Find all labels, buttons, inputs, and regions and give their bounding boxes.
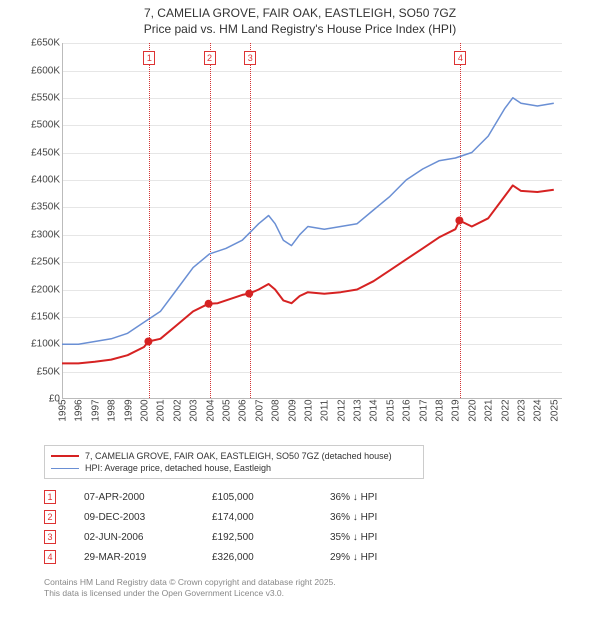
x-tick-label: 2007 <box>254 400 265 422</box>
y-tick-label: £550K <box>14 92 60 103</box>
x-tick-label: 2017 <box>418 400 429 422</box>
x-tick-label: 2000 <box>139 400 150 422</box>
x-tick-label: 2012 <box>336 400 347 422</box>
y-tick-label: £400K <box>14 175 60 186</box>
y-tick-label: £300K <box>14 229 60 240</box>
event-row: 3 02-JUN-2006 £192,500 35% ↓ HPI <box>44 527 544 547</box>
x-tick-label: 2008 <box>271 400 282 422</box>
x-tick-label: 2025 <box>549 400 560 422</box>
x-tick-label: 2002 <box>172 400 183 422</box>
x-tick-label: 2009 <box>287 400 298 422</box>
legend-item: HPI: Average price, detached house, East… <box>51 462 417 474</box>
x-tick-label: 2015 <box>385 400 396 422</box>
event-date: 29-MAR-2019 <box>84 552 184 563</box>
x-tick-label: 2011 <box>320 400 331 422</box>
x-tick-label: 2003 <box>189 400 200 422</box>
x-tick-label: 2021 <box>484 400 495 422</box>
x-tick-label: 2016 <box>402 400 413 422</box>
event-row: 2 09-DEC-2003 £174,000 36% ↓ HPI <box>44 507 544 527</box>
x-tick-label: 1999 <box>123 400 134 422</box>
x-tick-label: 2020 <box>467 400 478 422</box>
x-tick-label: 2001 <box>156 400 167 422</box>
event-delta: 29% ↓ HPI <box>330 552 430 563</box>
event-delta: 35% ↓ HPI <box>330 532 430 543</box>
x-tick-label: 2013 <box>353 400 364 422</box>
x-tick-label: 2023 <box>517 400 528 422</box>
y-tick-label: £250K <box>14 257 60 268</box>
event-price: £326,000 <box>212 552 302 563</box>
x-tick-label: 2010 <box>303 400 314 422</box>
event-price: £105,000 <box>212 492 302 503</box>
series-line <box>62 186 554 364</box>
y-tick-label: £0 <box>14 394 60 405</box>
event-index-box: 3 <box>44 530 56 544</box>
event-price: £192,500 <box>212 532 302 543</box>
chart-lines <box>62 43 562 399</box>
series-marker <box>205 300 213 308</box>
event-index-box: 4 <box>44 550 56 564</box>
y-tick-label: £500K <box>14 120 60 131</box>
footnote-line-2: This data is licensed under the Open Gov… <box>44 588 584 599</box>
legend-label: HPI: Average price, detached house, East… <box>85 463 271 473</box>
legend-label: 7, CAMELIA GROVE, FAIR OAK, EASTLEIGH, S… <box>85 451 392 461</box>
x-tick-label: 2006 <box>238 400 249 422</box>
x-tick-label: 2018 <box>435 400 446 422</box>
footnote: Contains HM Land Registry data © Crown c… <box>44 577 584 599</box>
event-date: 02-JUN-2006 <box>84 532 184 543</box>
x-tick-label: 1996 <box>74 400 85 422</box>
legend: 7, CAMELIA GROVE, FAIR OAK, EASTLEIGH, S… <box>44 445 424 479</box>
event-price: £174,000 <box>212 512 302 523</box>
legend-swatch <box>51 455 79 457</box>
event-row: 1 07-APR-2000 £105,000 36% ↓ HPI <box>44 487 544 507</box>
series-marker <box>455 217 463 225</box>
event-index-box: 1 <box>44 490 56 504</box>
y-tick-label: £350K <box>14 202 60 213</box>
title-line-1: 7, CAMELIA GROVE, FAIR OAK, EASTLEIGH, S… <box>10 6 590 22</box>
event-delta: 36% ↓ HPI <box>330 492 430 503</box>
y-tick-label: £150K <box>14 312 60 323</box>
series-marker <box>245 290 253 298</box>
x-tick-label: 2005 <box>221 400 232 422</box>
y-tick-label: £450K <box>14 147 60 158</box>
legend-swatch <box>51 468 79 469</box>
event-index-box: 2 <box>44 510 56 524</box>
legend-item: 7, CAMELIA GROVE, FAIR OAK, EASTLEIGH, S… <box>51 450 417 462</box>
y-tick-label: £600K <box>14 65 60 76</box>
y-tick-label: £200K <box>14 284 60 295</box>
event-date: 07-APR-2000 <box>84 492 184 503</box>
event-delta: 36% ↓ HPI <box>330 512 430 523</box>
y-tick-label: £50K <box>14 366 60 377</box>
x-tick-label: 2004 <box>205 400 216 422</box>
footnote-line-1: Contains HM Land Registry data © Crown c… <box>44 577 584 588</box>
x-tick-label: 1998 <box>107 400 118 422</box>
event-date: 09-DEC-2003 <box>84 512 184 523</box>
x-tick-label: 2024 <box>533 400 544 422</box>
y-tick-label: £650K <box>14 38 60 49</box>
events-table: 1 07-APR-2000 £105,000 36% ↓ HPI 2 09-DEC-200… <box>44 487 544 567</box>
series-marker <box>144 338 152 346</box>
y-tick-label: £100K <box>14 339 60 350</box>
x-tick-label: 1997 <box>90 400 101 422</box>
x-tick-label: 2019 <box>451 400 462 422</box>
x-tick-label: 2022 <box>500 400 511 422</box>
chart: 1995199619971998199920002001200220032004… <box>14 43 574 417</box>
event-row: 4 29-MAR-2019 £326,000 29% ↓ HPI <box>44 547 544 567</box>
series-line <box>62 98 554 344</box>
title-line-2: Price paid vs. HM Land Registry's House … <box>10 22 590 38</box>
x-tick-label: 2014 <box>369 400 380 422</box>
